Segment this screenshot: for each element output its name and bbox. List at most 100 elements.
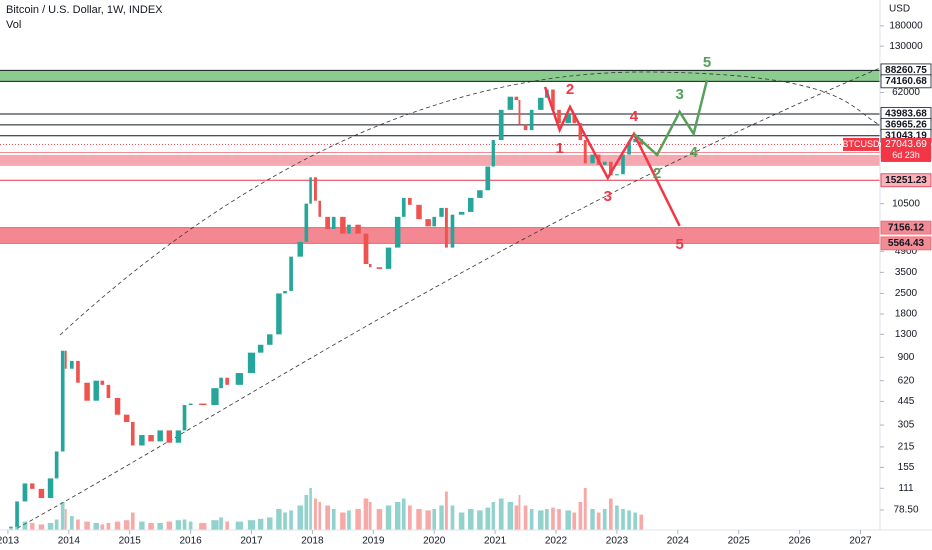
candle: [235, 373, 243, 385]
candle: [309, 177, 312, 204]
volume-bar: [114, 521, 121, 530]
volume-bar: [60, 502, 65, 530]
candle: [182, 405, 187, 431]
volume-bar: [608, 498, 613, 530]
candle: [385, 247, 392, 269]
wave-path: [543, 86, 681, 227]
candle: [64, 350, 67, 369]
candle: [602, 161, 607, 165]
wave-path: [633, 79, 709, 157]
x-tick-label: 2020: [423, 536, 446, 547]
y-tick-label: 62000: [892, 87, 920, 98]
candle: [363, 233, 369, 265]
candle: [529, 109, 534, 131]
candle: [225, 377, 229, 385]
volume-bar: [84, 521, 90, 530]
x-tick-label: 2014: [58, 536, 81, 547]
level-label: 43983.68: [885, 109, 927, 120]
candle: [572, 113, 577, 124]
y-tick-label: 155: [898, 462, 915, 473]
candle: [376, 267, 383, 269]
volume-bar: [583, 488, 587, 530]
candle: [408, 197, 412, 205]
x-tick-label: 2019: [362, 536, 385, 547]
volume-bar: [355, 509, 361, 530]
volume-bar: [318, 502, 322, 530]
symbol-label: BTCUSD: [842, 139, 880, 149]
volume-bar: [331, 509, 336, 530]
candle: [615, 174, 619, 176]
volume-bar: [518, 495, 521, 530]
volume-bar: [9, 526, 13, 530]
y-tick-label: 130000: [889, 41, 923, 52]
candle: [175, 430, 182, 443]
candle: [450, 214, 455, 248]
volume-bar: [565, 510, 571, 530]
volume-bar: [123, 520, 130, 530]
zone: [0, 227, 880, 244]
volume-bar: [376, 509, 383, 530]
level-box: [880, 74, 932, 89]
currency: USD: [889, 4, 910, 15]
volume-bar: [578, 502, 583, 530]
candle: [416, 204, 422, 220]
candle: [148, 435, 154, 442]
volume-bar: [368, 502, 372, 530]
candle: [106, 384, 111, 398]
plot-area: 1 2 3 4 5 2 3 4 5: [9, 54, 880, 530]
candle: [621, 154, 625, 175]
candle: [84, 382, 90, 401]
y-tick-label: 215: [898, 442, 915, 453]
volume-bar: [219, 517, 223, 530]
candle: [485, 166, 491, 191]
candle: [93, 380, 99, 401]
candle: [199, 403, 207, 406]
candle: [47, 478, 54, 499]
candle: [219, 377, 223, 389]
volume-bar: [313, 498, 317, 530]
volume-bar: [22, 521, 28, 530]
volume-bar: [621, 509, 625, 530]
y-tick-label: 620: [898, 375, 915, 386]
dashed-trendline: [13, 67, 880, 530]
wave-label: 2: [566, 81, 574, 98]
candle: [114, 397, 121, 415]
volume-bar: [523, 505, 528, 530]
volume-bar: [64, 509, 67, 530]
level-label: 74160.68: [885, 76, 927, 87]
volume-bar: [477, 510, 483, 530]
candle: [283, 290, 287, 294]
volume-bar: [309, 488, 312, 530]
volume-bar: [633, 512, 638, 530]
volume-bar: [572, 512, 577, 530]
y-tick-label: 2500: [895, 288, 918, 299]
candle: [297, 241, 303, 257]
volume-bar: [602, 509, 607, 530]
x-tick-label: 2022: [545, 536, 568, 547]
volume-bar: [106, 523, 111, 530]
volume-bar: [130, 512, 135, 530]
volume-bar: [401, 498, 406, 530]
volume-bar: [38, 524, 45, 530]
candle: [557, 109, 561, 124]
volume-bar: [363, 498, 369, 530]
volume-bar: [408, 505, 412, 530]
y-tick-label: 3500: [895, 267, 918, 278]
volume-bar: [432, 509, 437, 530]
candle: [276, 293, 282, 335]
candle: [247, 352, 256, 374]
x-tick-label: 2024: [667, 536, 690, 547]
candle: [583, 140, 587, 164]
y-tick-label: 10500: [892, 198, 920, 209]
candle: [340, 216, 346, 234]
candle: [578, 123, 583, 141]
candle: [425, 219, 431, 227]
volume-bar: [166, 521, 173, 530]
candle: [608, 161, 613, 176]
volume-bar: [458, 512, 465, 530]
x-tick-label: 2016: [179, 536, 202, 547]
volume-bar: [30, 523, 35, 530]
volume-bar: [247, 520, 256, 530]
